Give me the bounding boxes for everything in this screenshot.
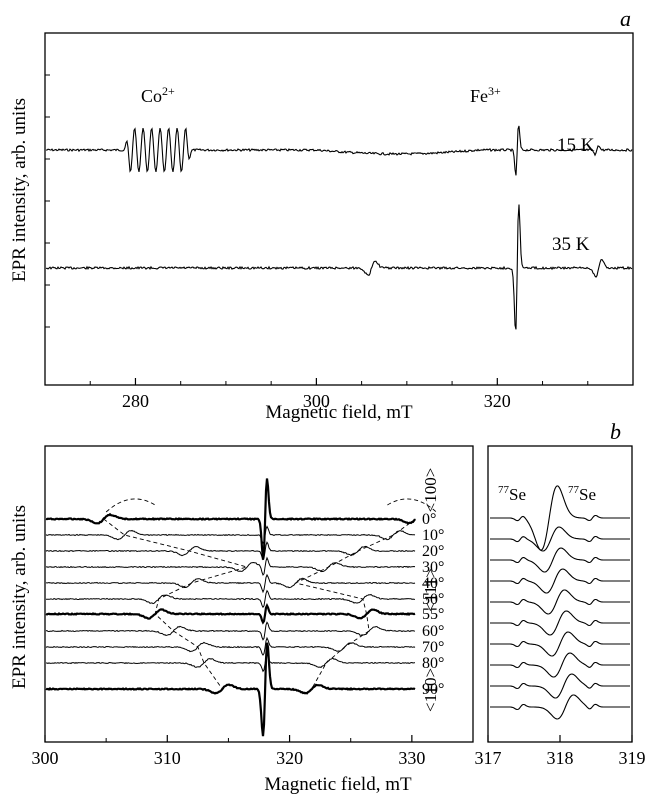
panel-b-xtick-label: 320 [276, 748, 303, 768]
panel-a-ticks: 280 300 320 [44, 74, 634, 411]
inset-trace [490, 652, 630, 678]
angle-trace [45, 589, 416, 609]
angle-label: 90° [422, 681, 444, 698]
direction-110: <110> [421, 668, 440, 712]
panel-a-xtick-label: 280 [122, 391, 149, 411]
panel-b-letter: b [610, 419, 621, 444]
angle-label: 40° [422, 575, 444, 592]
se-label-right: 77Se [568, 484, 596, 504]
se-label-left: 77Se [498, 484, 526, 504]
angle-trace [46, 653, 415, 673]
angle-trace [45, 556, 416, 576]
angle-trace [45, 636, 416, 656]
direction-111: <111> [421, 568, 440, 611]
inset-xtick-label: 319 [619, 748, 646, 768]
angular-dependence-dashes [103, 498, 437, 690]
panel-b-xtick-label: 330 [398, 748, 425, 768]
panel-a-frame [44, 32, 634, 386]
inset-xtick-label: 317 [475, 748, 502, 768]
inset-trace [490, 631, 630, 657]
panel-b-ylabel: EPR intensity, arb. units [9, 505, 30, 689]
trace-35k [45, 204, 633, 330]
panel-b-traces [45, 478, 416, 737]
fe-label: Fe3+ [470, 84, 501, 106]
angle-trace [45, 642, 416, 737]
inset-trace [490, 547, 630, 573]
angle-label: 10° [422, 527, 444, 544]
panel-a-xtick-label: 300 [303, 391, 330, 411]
inset-trace [490, 673, 630, 699]
angular-dependence-curve [294, 518, 416, 690]
temp-label-35k: 35 K [552, 234, 590, 255]
angle-trace [45, 602, 416, 625]
inset-ticks: 317 318 319 [475, 735, 646, 768]
angle-trace [45, 478, 416, 560]
angle-label: 0° [422, 511, 436, 528]
angle-label: 80° [422, 655, 444, 672]
panel-b-frame [44, 445, 474, 743]
trace-15k [45, 125, 633, 176]
angle-label: 50° [422, 591, 444, 608]
panel-a-xtick-label: 320 [484, 391, 511, 411]
inset-trace [490, 485, 630, 551]
panel-a-xlabel: Magnetic field, mT [265, 402, 413, 423]
angular-dependence-curve [105, 498, 156, 513]
inset-trace [490, 589, 630, 615]
angle-label: 55° [422, 606, 444, 623]
angle-trace [45, 573, 416, 594]
angle-label: 60° [422, 623, 444, 640]
inset-trace [490, 526, 630, 552]
angle-trace [45, 621, 416, 641]
inset-xtick-label: 318 [547, 748, 574, 768]
temp-label-15k: 15 K [557, 135, 595, 156]
angle-labels: 0°10°20°30°40°50°55°60°70°80° 90° [422, 511, 444, 698]
panel-b-xtick-label: 300 [32, 748, 59, 768]
panel-a-letter: a [620, 6, 631, 31]
panel-b-xtick-label: 310 [154, 748, 181, 768]
inset-traces [490, 485, 630, 720]
angle-trace [45, 541, 416, 561]
inset-trace [490, 610, 630, 636]
co-label: Co2+ [141, 84, 175, 106]
angle-trace [45, 525, 416, 545]
angle-label: 70° [422, 639, 444, 656]
panel-b-xlabel: Magnetic field, mT [264, 774, 412, 795]
angle-label: 20° [422, 543, 444, 560]
inset-trace [490, 694, 630, 720]
direction-100: <100> [421, 468, 440, 513]
angle-label: 30° [422, 559, 444, 576]
panel-a-ylabel: EPR intensity, arb. units [9, 98, 30, 282]
angular-dependence-curve [103, 518, 249, 690]
panel-b-ticks: 300 310 320 330 [32, 735, 474, 768]
inset-trace [490, 568, 630, 594]
